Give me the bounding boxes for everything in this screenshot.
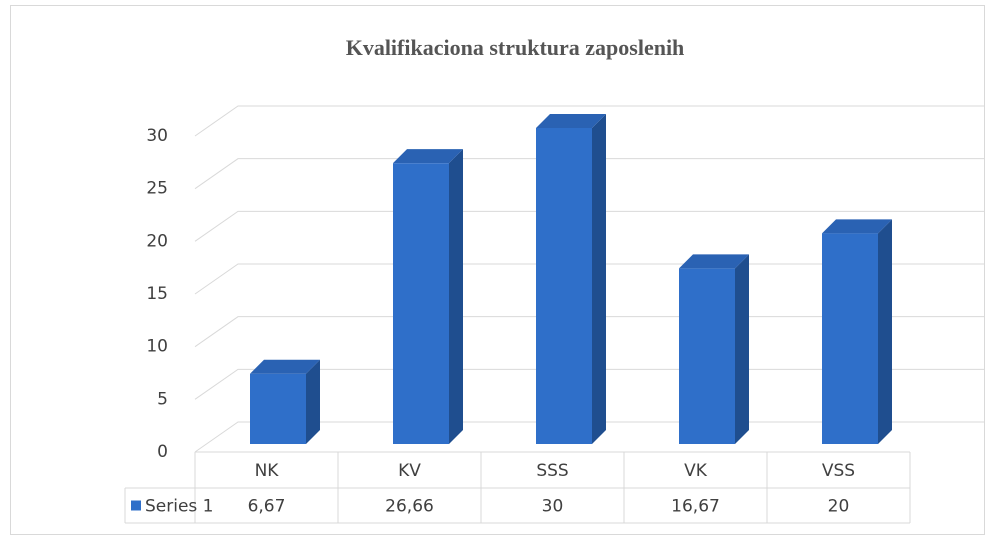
bar-front: [393, 163, 449, 444]
bar: [250, 359, 320, 444]
bar-top: [679, 254, 749, 269]
table-value: 16,67: [671, 497, 720, 517]
x-tick-label: VSS: [822, 461, 855, 481]
y-tick-label: 5: [157, 389, 168, 409]
bar-top: [536, 114, 606, 128]
bar-side: [878, 219, 892, 444]
y-tick-label: 30: [146, 126, 168, 146]
bar: [393, 149, 463, 444]
bar-front: [679, 268, 735, 444]
x-tick-label: KV: [398, 461, 421, 481]
y-tick-label: 10: [146, 337, 168, 357]
bar: [679, 254, 749, 444]
bar: [536, 114, 606, 444]
bar-top: [250, 359, 320, 374]
bar-front: [536, 128, 592, 444]
y-tick-label: 20: [146, 231, 168, 251]
table-value: 20: [828, 497, 850, 517]
bar-side: [592, 114, 606, 444]
y-tick-label: 25: [146, 179, 168, 199]
table-value: 30: [542, 497, 564, 517]
legend-label: Series 1: [145, 497, 214, 517]
bar: [822, 219, 892, 444]
grid-line: [194, 158, 985, 190]
bar-front: [822, 233, 878, 444]
x-tick-label: VK: [684, 461, 708, 481]
bar-top: [822, 219, 892, 234]
chart-title: Kvalifikaciona struktura zaposlenih: [346, 35, 685, 60]
bar-front: [250, 373, 306, 444]
table-value: 26,66: [385, 497, 434, 517]
bar-side: [449, 149, 463, 444]
bar-top: [393, 149, 463, 164]
grid-line: [194, 105, 985, 137]
x-tick-label: NK: [255, 461, 280, 481]
legend-swatch: [131, 500, 141, 511]
bar-side: [735, 254, 749, 444]
y-tick-label: 15: [146, 284, 168, 304]
table-value: 6,67: [248, 497, 286, 517]
grid-line: [194, 210, 985, 242]
y-tick-label: 0: [157, 442, 168, 462]
bar-side: [306, 359, 320, 444]
x-tick-label: SSS: [536, 461, 568, 481]
